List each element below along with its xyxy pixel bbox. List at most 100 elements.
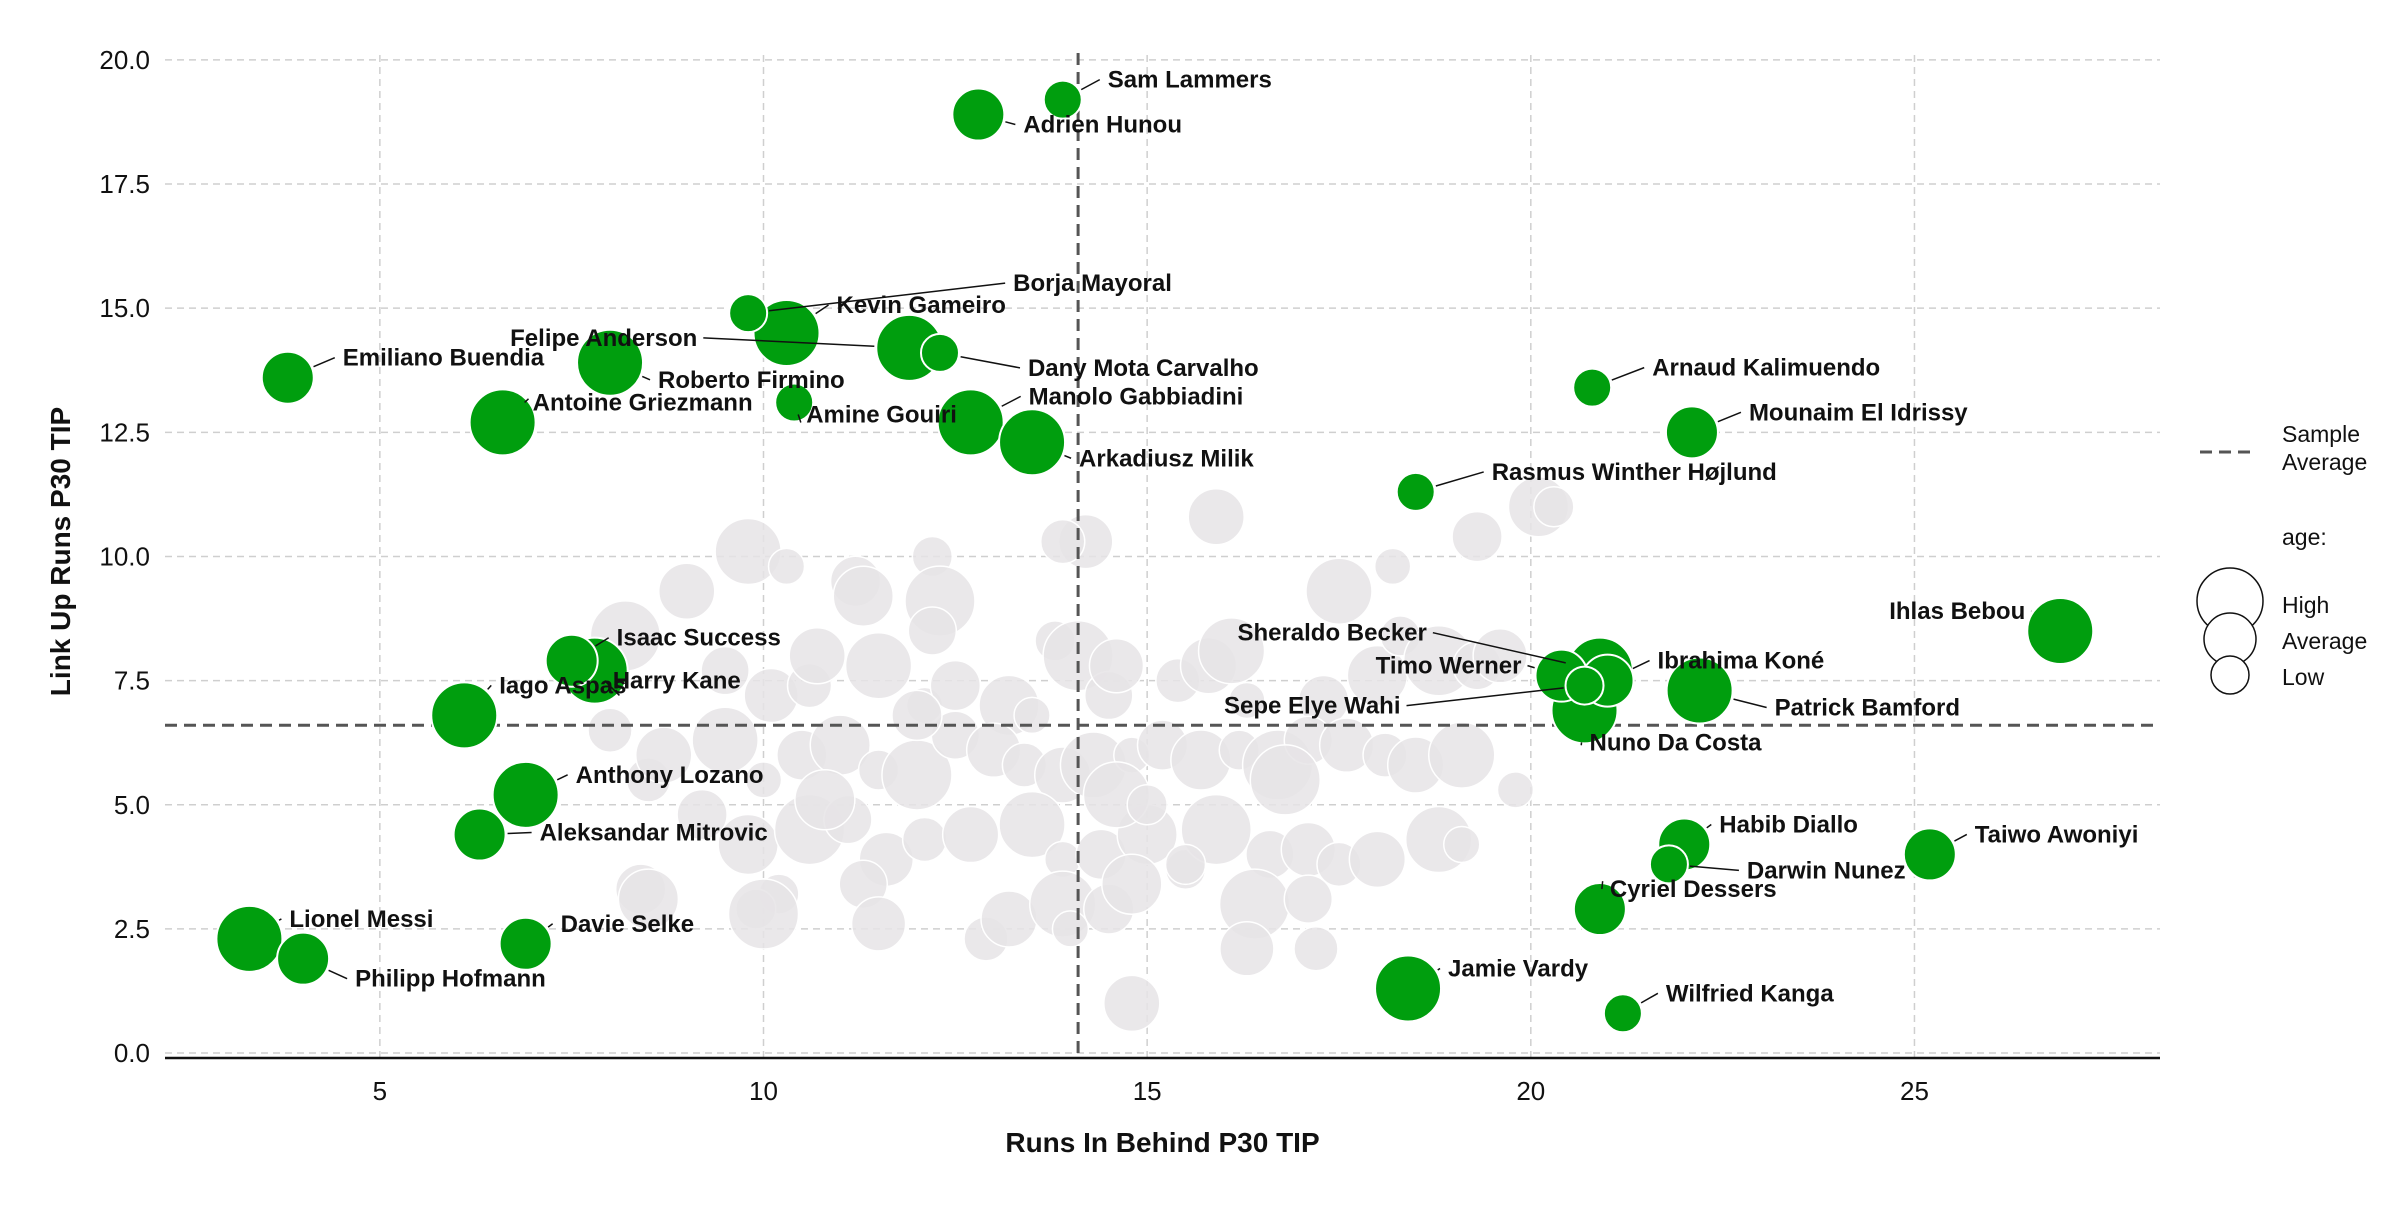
player-label: Isaac Success [617,625,781,652]
y-axis-title: Link Up Runs P30 TIP [45,407,76,696]
background-point [892,690,942,740]
player-label: Cyriel Dessers [1610,876,1777,903]
background-point [1306,558,1372,624]
background-point [1534,487,1574,527]
player-point [216,906,282,972]
player-leader-line [548,924,553,927]
player-leader-line [1707,824,1712,827]
player-point [262,352,314,404]
legend-size-title: age: [2282,524,2327,550]
player-leader-line [642,376,650,379]
player-point [500,918,552,970]
background-point [659,563,715,619]
background-point [1444,826,1480,862]
player-label: Emiliano Buendia [343,345,545,372]
player-leader-line [1633,661,1650,669]
player-label: Borja Mayoral [1013,270,1172,297]
player-leader-line [1064,456,1071,459]
player-leader-line [329,970,348,978]
player-leader-line [1690,866,1739,870]
player-label: Sam Lammers [1108,67,1272,94]
background-point [1220,922,1274,976]
player-label: Sepe Elye Wahi [1224,693,1401,720]
player-label: Nuno Da Costa [1590,729,1763,756]
player-label: Jamie Vardy [1448,955,1589,982]
grid-layer [165,55,2160,1058]
y-tick-label: 20.0 [99,45,150,75]
background-point [908,607,956,655]
player-point [999,409,1065,475]
background-point [795,770,855,830]
legend-size-marker [2211,656,2249,694]
background-point [1104,975,1160,1031]
player-label: Lionel Messi [289,906,433,933]
player-label: Taiwo Awoniyi [1975,821,2139,848]
x-tick-label: 15 [1133,1076,1162,1106]
player-label: Habib Diallo [1719,811,1858,838]
y-tick-label: 10.0 [99,541,150,571]
background-points-layer [588,477,1574,1032]
x-tick-label: 5 [373,1076,387,1106]
sample-average-layer [165,53,2160,1058]
x-axis-title: Runs In Behind P30 TIP [1005,1127,1319,1158]
player-label: Ihlas Bebou [1889,598,2025,625]
player-leader-line [488,685,492,689]
player-label: Ibrahima Koné [1658,648,1825,675]
x-tick-label: 25 [1900,1076,1929,1106]
player-label: Wilfried Kanga [1666,980,1834,1007]
player-label: Rasmus Winther Højlund [1492,459,1777,486]
player-point [1904,828,1956,880]
player-point [431,682,497,748]
background-point [1166,844,1206,884]
player-label: Arkadiusz Milik [1079,445,1254,472]
y-tick-label: 7.5 [114,666,150,696]
player-leader-line [1438,968,1440,969]
player-point [1397,473,1435,511]
player-label: Amine Gouiri [806,402,957,429]
legend-average-label-line2: Average [2282,449,2367,475]
legend-size-label: Average [2282,628,2367,654]
player-leader-line [1734,699,1767,707]
background-point [729,879,799,949]
background-point [1102,854,1162,914]
player-label: Antoine Griezmann [533,389,753,416]
background-point [1497,772,1533,808]
player-leader-line [1528,666,1535,668]
background-point [1284,875,1332,923]
y-tick-label: 12.5 [99,417,150,447]
player-label: Sheraldo Becker [1237,620,1426,647]
player-point [277,933,329,985]
player-leader-line [1436,472,1484,486]
player-label: Kevin Gameiro [837,292,1006,319]
background-point [846,633,912,699]
player-point [952,89,1004,141]
background-point [852,897,906,951]
player-point [2027,598,2093,664]
background-point [1452,512,1502,562]
y-tick-label: 0.0 [114,1038,150,1068]
background-point [1014,697,1050,733]
player-leader-line [1641,993,1658,1003]
legend-size-label: Low [2282,664,2325,690]
legend-size-label: High [2282,592,2329,618]
player-point [1573,369,1611,407]
player-point [729,294,767,332]
background-point [1089,639,1143,693]
player-label: Manolo Gabbiadini [1029,383,1244,410]
y-tick-label: 5.0 [114,790,150,820]
player-point [470,389,536,455]
player-leader-line [816,305,829,314]
player-label: Arnaud Kalimuendo [1652,355,1880,382]
background-point [588,708,632,752]
background-point [789,628,845,684]
player-label: Mounaim El Idrissy [1749,399,1968,426]
background-point [1250,745,1320,815]
player-label: Harry Kane [613,668,741,695]
background-point [1294,927,1338,971]
player-label: Davie Selke [561,911,694,938]
player-point [1666,406,1718,458]
player-point [1566,667,1604,705]
player-label: Aleksandar Mitrovic [540,820,768,847]
